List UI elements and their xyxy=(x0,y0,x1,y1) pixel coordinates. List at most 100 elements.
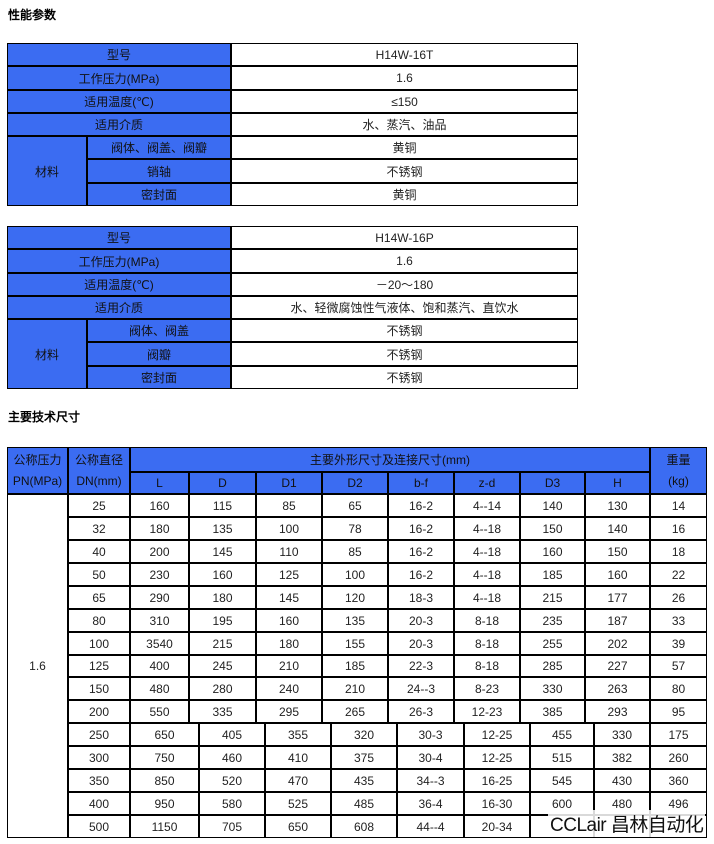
dim-cell: 120 xyxy=(323,587,387,608)
dim-cell: 330 xyxy=(595,724,649,745)
material-part-label: 密封面 xyxy=(88,184,230,205)
spec-label: 适用介质 xyxy=(8,114,230,135)
dim-cell: 430 xyxy=(595,770,649,791)
dim-cell: 185 xyxy=(521,564,584,585)
dim-cell: 215 xyxy=(190,633,255,654)
dim-cell: 375 xyxy=(332,747,396,768)
header-col-h: H xyxy=(586,473,649,493)
dim-cell: 135 xyxy=(190,518,255,539)
dim-cell: 135 xyxy=(323,610,387,631)
dn-cell: 50 xyxy=(69,564,129,585)
dim-cell: 650 xyxy=(131,724,198,745)
dim-cell: 290 xyxy=(131,587,188,608)
dim-cell: 1150 xyxy=(131,816,198,837)
spec-label: 适用介质 xyxy=(8,297,230,318)
dim-cell: 202 xyxy=(586,633,649,654)
dim-cell: 95 xyxy=(651,701,706,722)
material-part-label: 阀瓣 xyxy=(88,343,230,365)
dim-cell: 16 xyxy=(651,518,706,539)
dim-cell: 8-23 xyxy=(455,678,519,699)
dim-cell: 145 xyxy=(190,541,255,562)
dim-cell: 160 xyxy=(131,495,188,516)
dim-cell: 515 xyxy=(531,747,593,768)
spec-label: 工作压力(MPa) xyxy=(8,250,230,272)
header-weight-line2: (kg) xyxy=(668,473,689,488)
dn-cell: 300 xyxy=(69,747,129,768)
material-value: 不锈钢 xyxy=(232,343,577,365)
dim-cell: 405 xyxy=(200,724,264,745)
dim-cell: 210 xyxy=(323,678,387,699)
spec-value: 1.6 xyxy=(232,250,577,272)
material-part-label: 阀体、阀盖 xyxy=(88,320,230,341)
dim-cell: 22-3 xyxy=(389,656,453,676)
dim-cell: 39 xyxy=(651,633,706,654)
header-dn-line1: 公称直径 xyxy=(74,452,123,467)
dim-cell: 545 xyxy=(531,770,593,791)
dim-cell: 750 xyxy=(131,747,198,768)
dim-cell: 20-3 xyxy=(389,633,453,654)
dim-cell: 36-4 xyxy=(398,793,463,814)
dim-cell: 125 xyxy=(257,564,321,585)
header-pn: 公称压力 PN(MPa) xyxy=(8,448,67,493)
material-value: 黄铜 xyxy=(232,184,577,205)
dim-cell: 4--18 xyxy=(455,541,519,562)
dim-cell: 180 xyxy=(131,518,188,539)
material-value: 黄铜 xyxy=(232,137,577,158)
dim-cell: 26 xyxy=(651,587,706,608)
dim-cell: 177 xyxy=(586,587,649,608)
dim-cell: 16-2 xyxy=(389,495,453,516)
dim-cell: 100 xyxy=(323,564,387,585)
dim-cell: 160 xyxy=(521,541,584,562)
material-part-label: 密封面 xyxy=(88,367,230,388)
material-value: 不锈钢 xyxy=(232,367,577,388)
spec-value: 水、蒸汽、油品 xyxy=(232,114,577,135)
dim-cell: 260 xyxy=(651,747,706,768)
dim-cell: 850 xyxy=(131,770,198,791)
header-group: 主要外形尺寸及连接尺寸(mm) xyxy=(131,448,649,471)
dim-cell: 215 xyxy=(521,587,584,608)
dim-cell: 265 xyxy=(323,701,387,722)
dim-cell: 185 xyxy=(323,656,387,676)
dn-cell: 125 xyxy=(69,656,129,676)
material-label: 材料 xyxy=(8,320,86,388)
dim-cell: 110 xyxy=(257,541,321,562)
dim-cell: 600 xyxy=(531,793,593,814)
dim-cell: 150 xyxy=(586,541,649,562)
dim-cell: 435 xyxy=(332,770,396,791)
header-col-d2: D2 xyxy=(323,473,387,493)
dim-cell: 230 xyxy=(131,564,188,585)
dim-cell: 950 xyxy=(131,793,198,814)
spec-label: 适用温度(℃) xyxy=(8,91,230,112)
dim-cell: 18-3 xyxy=(389,587,453,608)
dim-cell: 26-3 xyxy=(389,701,453,722)
watermark-logo: CCLair 昌林自动化 xyxy=(548,810,706,837)
dim-cell: 360 xyxy=(651,770,706,791)
dim-cell: 155 xyxy=(323,633,387,654)
dim-cell: 14 xyxy=(651,495,706,516)
spec-value: 1.6 xyxy=(232,67,577,89)
dim-cell: 295 xyxy=(257,701,321,722)
dim-cell: 705 xyxy=(200,816,264,837)
dn-cell: 250 xyxy=(69,724,129,745)
material-value: 不锈钢 xyxy=(232,320,577,341)
dim-cell: 16-30 xyxy=(465,793,529,814)
header-pn-line2: PN(MPa) xyxy=(12,473,63,488)
dim-cell: 480 xyxy=(131,678,188,699)
dim-cell: 85 xyxy=(257,495,321,516)
dim-cell: 20-34 xyxy=(465,816,529,837)
dim-cell: 4--18 xyxy=(455,518,519,539)
dim-cell: 195 xyxy=(190,610,255,631)
dim-cell: 382 xyxy=(595,747,649,768)
dim-cell: 496 xyxy=(651,793,706,814)
performance-title: 性能参数 xyxy=(8,8,57,22)
dim-cell: 12-25 xyxy=(465,747,529,768)
dim-cell: 455 xyxy=(531,724,593,745)
dim-cell: 22 xyxy=(651,564,706,585)
dim-cell: 4--14 xyxy=(455,495,519,516)
dim-cell: 85 xyxy=(323,541,387,562)
dim-cell: 16-2 xyxy=(389,541,453,562)
dim-cell: 320 xyxy=(332,724,396,745)
material-label: 材料 xyxy=(8,137,86,205)
dim-cell: 480 xyxy=(595,793,649,814)
dim-cell: 8-18 xyxy=(455,656,519,676)
